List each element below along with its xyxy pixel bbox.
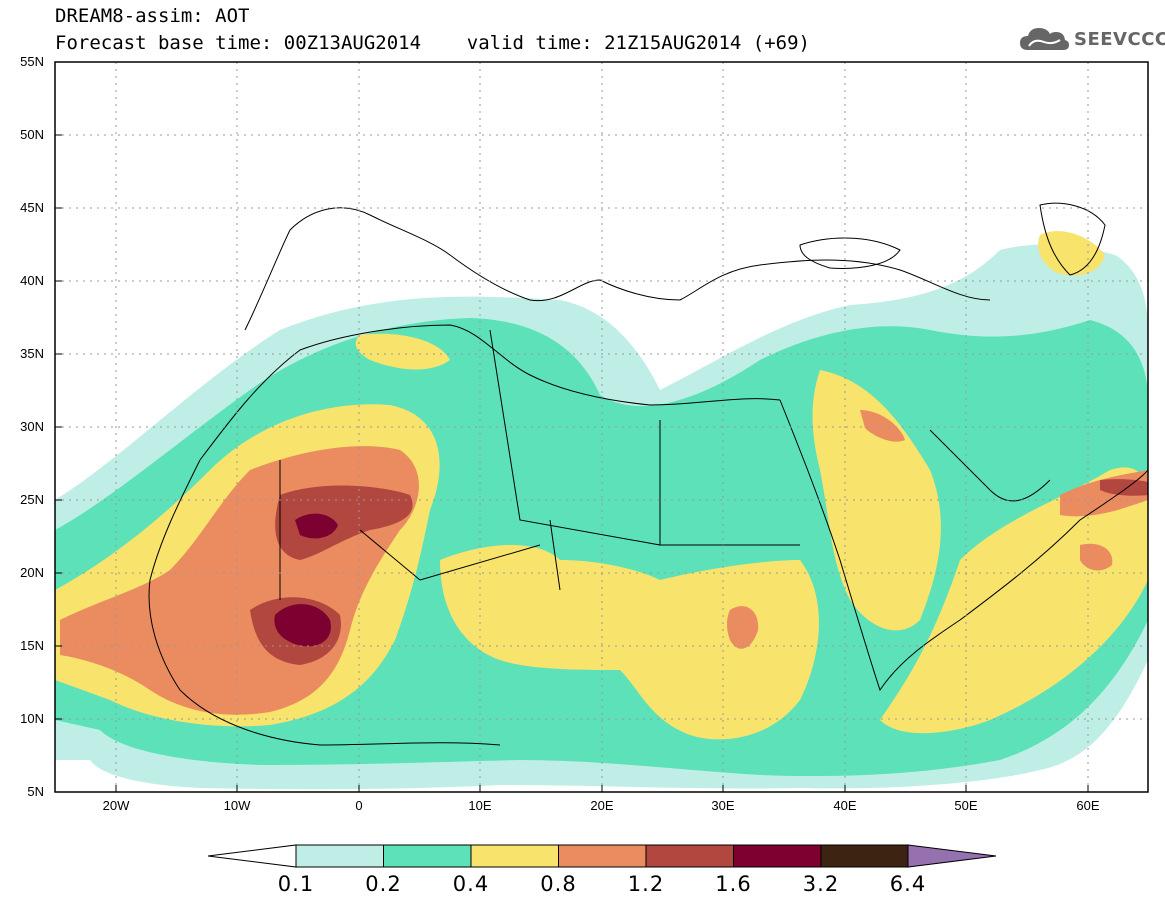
europe-coast (244, 207, 991, 331)
colorbar (207, 844, 997, 868)
lat-label: 25N (20, 492, 44, 507)
red-sea-coast (779, 399, 1148, 692)
brand-label: SEEVCCC (1074, 28, 1165, 50)
arabia-gulf-coast (929, 429, 1051, 502)
colorbar-label: 1.2 (627, 872, 665, 896)
lat-label: 30N (20, 419, 44, 434)
lon-label: 10W (223, 798, 251, 813)
colorbar-label: 1.6 (715, 872, 752, 896)
colorbar-under-triangle (207, 844, 297, 868)
lat-label: 50N (20, 127, 44, 142)
border-lines (279, 329, 800, 600)
colorbar-bin-6 (733, 844, 822, 868)
lon-label: 50E (954, 798, 978, 813)
lat-label: 10N (20, 711, 44, 726)
grid (55, 62, 1148, 792)
lat-label: 35N (20, 346, 44, 361)
colorbar-label: 3.2 (802, 872, 840, 896)
caspian-sea (1039, 202, 1106, 276)
lon-label: 60E (1076, 798, 1100, 813)
aot-level-1.6 (274, 513, 338, 647)
black-sea (799, 237, 901, 269)
lat-label: 45N (20, 200, 44, 215)
lat-label: 20N (20, 565, 44, 580)
seevccc-logo: SEEVCCC (1018, 24, 1165, 54)
map-title: DREAM8-assim: AOT (55, 5, 250, 27)
aot-level-1.2 (250, 479, 1148, 665)
coastlines (148, 202, 1148, 746)
colorbar-label: 0.8 (540, 872, 577, 896)
lat-label: 40N (20, 273, 44, 288)
colorbar-bin-7 (820, 844, 909, 868)
lat-label: 15N (20, 638, 44, 653)
lat-label: 5N (27, 784, 44, 799)
axis-ticks (55, 61, 1089, 792)
colorbar-label: 0.2 (365, 872, 402, 896)
lon-label: 20E (590, 798, 614, 813)
colorbar-label: 6.4 (889, 872, 927, 896)
colorbar-bin-5 (645, 844, 734, 868)
colorbar-label: 0.4 (452, 872, 490, 896)
colorbar-bin-4 (558, 844, 647, 868)
lat-label: 55N (20, 54, 44, 69)
lon-label: 30E (711, 798, 735, 813)
colorbar-bin-2 (383, 844, 472, 868)
west-africa-coast (148, 459, 501, 746)
north-africa-coast (199, 324, 781, 461)
colorbar-over-triangle (907, 844, 997, 868)
colorbar-label: 0.1 (277, 872, 315, 896)
forecast-time-line: Forecast base time: 00Z13AUG2014 valid t… (55, 32, 810, 54)
lon-label: 0 (355, 798, 363, 813)
lon-label: 10E (468, 798, 492, 813)
colorbar-bin-1 (295, 844, 384, 868)
aot-contours (55, 231, 1148, 790)
lon-label: 40E (833, 798, 857, 813)
lon-label: 20W (102, 798, 130, 813)
cloud-icon (1020, 28, 1069, 50)
colorbar-bin-3 (470, 844, 559, 868)
